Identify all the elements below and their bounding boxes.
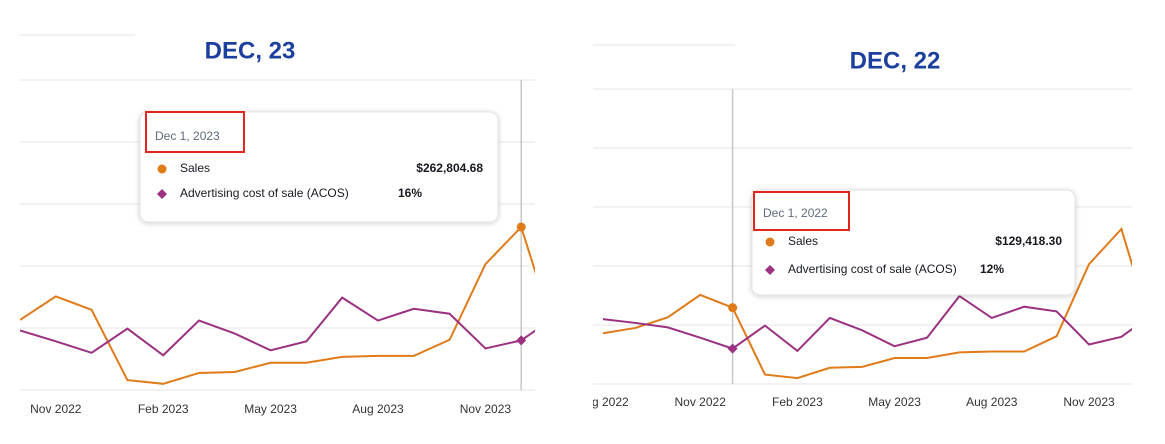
tooltip-highlight: [753, 191, 850, 231]
legend-marker: [765, 265, 775, 275]
x-tick-label: Feb 2023: [138, 402, 189, 416]
hover-point: [728, 303, 738, 313]
tooltip-highlight: [145, 111, 245, 153]
hover-point: [727, 343, 738, 354]
x-tick-label: Nov 2022: [675, 395, 727, 409]
x-tick-label: May 2023: [868, 395, 921, 409]
tooltip-date: Dec 1, 2022: [763, 206, 828, 220]
series-line: [20, 225, 535, 385]
series-line: [602, 226, 1132, 380]
tooltip-series-name: Advertising cost of sale (ACOS): [788, 262, 957, 276]
x-tick-label: Feb 2023: [772, 395, 823, 409]
x-tick-label: May 2023: [244, 402, 297, 416]
tooltip-date: Dec 1, 2023: [155, 129, 220, 143]
chart-title: DEC, 23: [205, 37, 296, 64]
chart-panel: Aug 2022 Nov 2022 Feb 2023 May 2023 Aug 2023…: [577, 44, 1132, 409]
tooltip-series-name: Advertising cost of sale (ACOS): [180, 186, 349, 200]
series-line: [20, 296, 535, 357]
x-tick-label: Nov 2022: [30, 402, 82, 416]
tooltip-value: 12%: [980, 262, 1004, 276]
x-tick-label: Aug 2022: [577, 395, 629, 409]
tooltip-value: $262,804.68: [416, 161, 483, 175]
hover-point: [516, 222, 526, 232]
series-line: [602, 294, 1132, 353]
tooltip: [139, 111, 499, 223]
legend-marker: [157, 189, 167, 199]
legend-marker: [765, 237, 775, 247]
x-tick-label: Nov 2023: [1063, 395, 1115, 409]
x-tick-label: Aug 2023: [966, 395, 1018, 409]
tooltip: [751, 189, 1076, 296]
tooltip-series-name: Sales: [788, 234, 818, 248]
x-tick-label: Aug 2023: [352, 402, 404, 416]
tooltip-value: 16%: [398, 186, 422, 200]
tooltip-series-name: Sales: [180, 161, 210, 175]
legend-marker: [157, 164, 167, 174]
chart-title: DEC, 22: [850, 47, 941, 74]
chart-panel: Nov 2022 Feb 2023 May 2023 Aug 2023 Nov 2023: [20, 34, 535, 416]
tooltip-value: $129,418.30: [995, 234, 1062, 248]
x-tick-label: Nov 2023: [460, 402, 512, 416]
hover-point: [516, 335, 527, 346]
